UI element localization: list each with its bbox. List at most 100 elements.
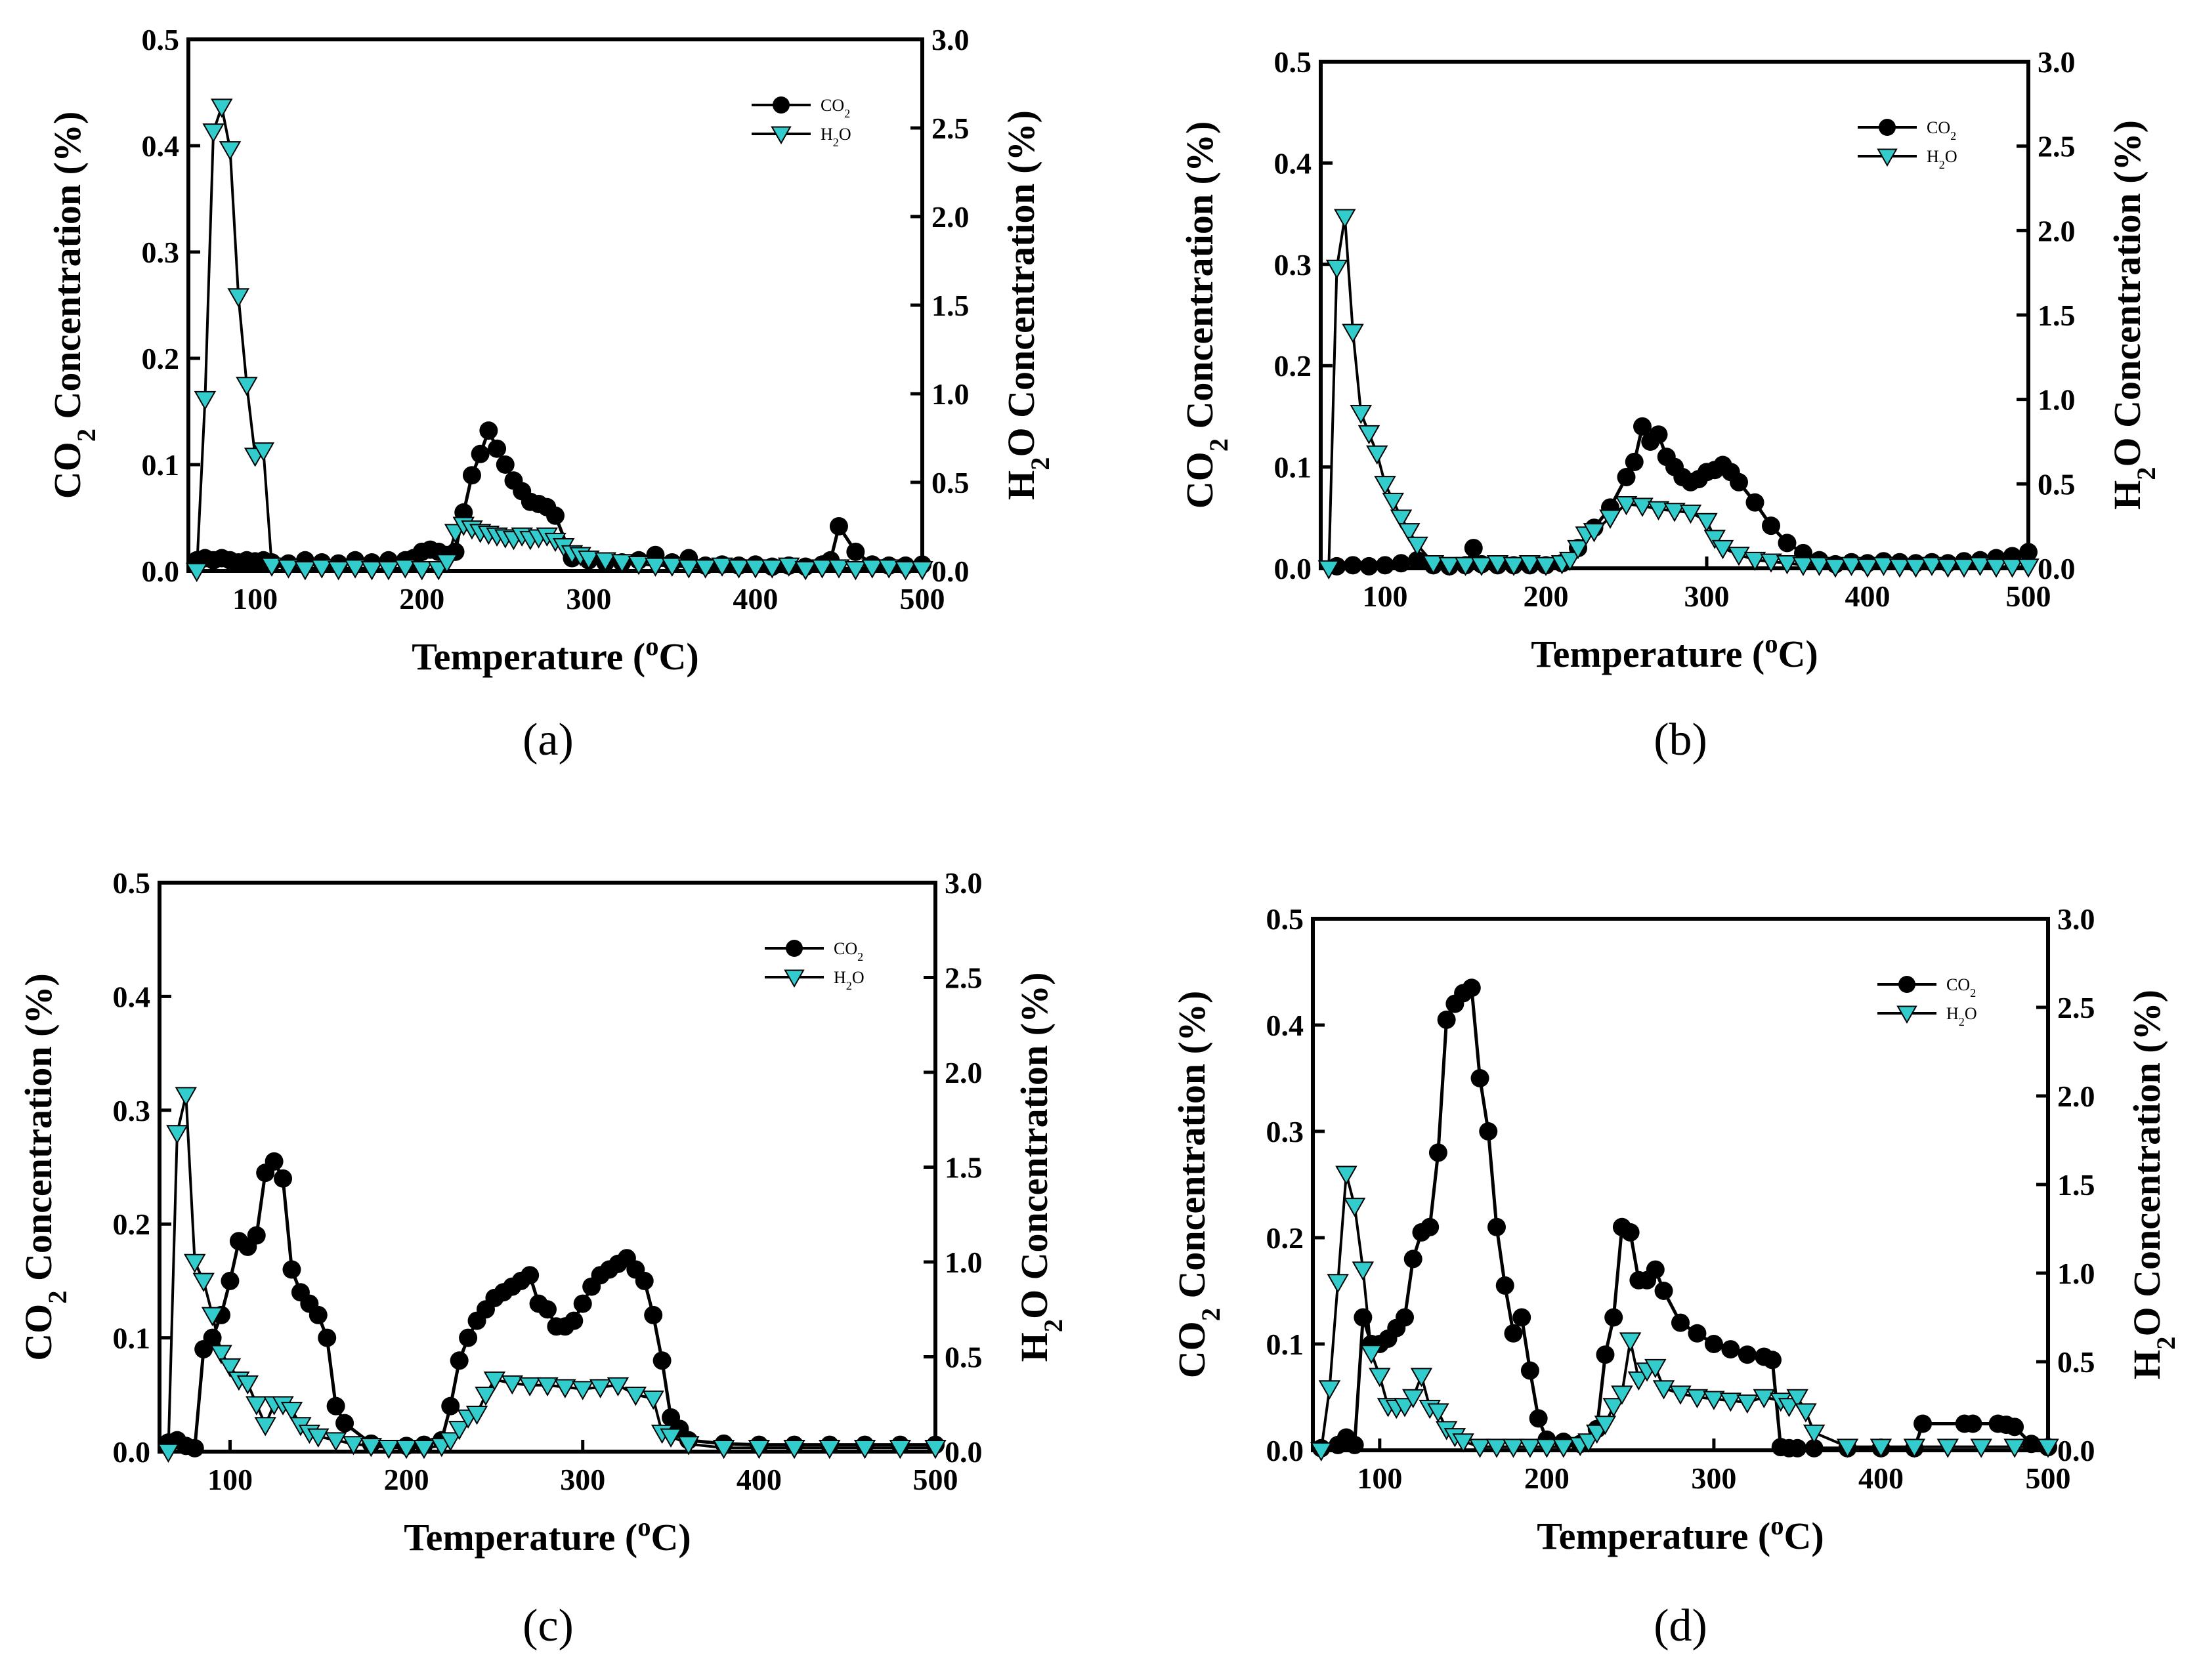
co2-data-point [1529, 1409, 1548, 1428]
h2o-data-point [1760, 553, 1782, 573]
y-tick-label: 0.3 [142, 236, 180, 269]
h2o-data-point [439, 1432, 461, 1452]
y2-tick-label: 2.5 [945, 961, 983, 995]
co2-data-point [1437, 1010, 1456, 1029]
h2o-data-point [1410, 1368, 1433, 1387]
y2-tick-label: 0.5 [945, 1341, 983, 1374]
h2o-data-point [924, 1439, 947, 1460]
y-tick-label: 0.5 [1266, 902, 1304, 936]
h2o-data-point [1872, 556, 1895, 576]
h2o-data-point [861, 559, 884, 579]
y-tick-label: 0.4 [142, 129, 180, 163]
co2-data-point [1596, 1345, 1615, 1364]
co2-data-point [2019, 543, 2038, 562]
h2o-data-point [465, 1405, 488, 1425]
y2-tick-label: 0.0 [2057, 1434, 2095, 1467]
x-tick-label: 200 [384, 1463, 429, 1496]
h2o-data-point [744, 559, 767, 579]
legend-label: CO2 [821, 96, 850, 120]
y2-tick-label: 0.5 [931, 466, 970, 499]
legend-label: H2O [1927, 147, 1957, 171]
legend-co2-marker [1879, 119, 1896, 136]
co2-data-point [1359, 556, 1378, 576]
h2o-data-point [661, 557, 683, 577]
co2-data-point [635, 1271, 654, 1290]
h2o-data-point [711, 557, 733, 577]
h2o-data-point [377, 1439, 400, 1460]
x-tick-label: 100 [232, 582, 278, 616]
co2-data-point [441, 1396, 460, 1416]
x-tick-label: 400 [1845, 579, 1891, 613]
y2-tick-label: 2.0 [2038, 214, 2076, 247]
h2o-data-point [210, 1345, 232, 1364]
h2o-data-point [1535, 1438, 1558, 1458]
h2o-data-point [607, 1377, 630, 1396]
y-tick-label: 0.1 [1266, 1328, 1304, 1361]
h2o-data-point [1728, 547, 1750, 566]
h2o-data-point [1583, 523, 1606, 543]
h2o-data-point [1786, 1389, 1808, 1409]
h2o-data-point [1486, 555, 1509, 575]
h2o-data-point [185, 562, 208, 583]
co2-data-point [1495, 1276, 1514, 1295]
h2o-data-point [536, 1377, 559, 1396]
h2o-data-point [166, 1125, 188, 1144]
h2o-data-point [2001, 558, 2024, 578]
h2o-data-point [1921, 556, 1943, 576]
y-axis-label: CO2 Concentration (%) [1170, 991, 1226, 1379]
x-tick-label: 200 [1524, 579, 1569, 613]
co2-data-point [1617, 468, 1636, 487]
y2-axis-label: H2O Concentration (%) [2106, 120, 2161, 510]
co2-data-point [309, 1305, 328, 1324]
h2o-data-point [246, 1396, 268, 1416]
h2o-data-point [192, 1272, 215, 1292]
y2-tick-label: 1.0 [2038, 383, 2076, 417]
panel-label: (d) [1654, 1601, 1707, 1651]
co2-data-point [829, 516, 848, 536]
y2-tick-label: 2.5 [931, 112, 970, 145]
h2o-data-point [1390, 509, 1413, 529]
h2o-data-point [1310, 1442, 1333, 1462]
chart-panel-b: 0.0 0.1 0.2 0.3 0.4 0.5 0.0 0.5 1.0 1.5 2.0 2.5 3.0 1… [1178, 45, 2161, 765]
x-tick-label: 300 [566, 582, 611, 616]
h2o-data-point [1567, 539, 1589, 560]
h2o-data-point [628, 555, 650, 576]
h2o-data-point [327, 561, 350, 581]
h2o-data-point [294, 561, 316, 581]
legend-label: CO2 [1927, 118, 1956, 142]
h2o-data-point [1317, 560, 1340, 580]
y2-tick-label: 0.0 [2038, 552, 2076, 585]
h2o-data-point [448, 1421, 471, 1440]
co2-data-point [1805, 1438, 1824, 1458]
co2-data-point [1479, 1122, 1498, 1141]
h2o-data-point [1936, 1438, 1959, 1458]
h2o-data-point [1719, 1393, 1742, 1412]
co2-data-point [1625, 452, 1644, 471]
co2-data-point [459, 1328, 478, 1347]
h2o-data-point [1318, 1380, 1341, 1400]
h2o-data-point [395, 1439, 417, 1460]
h2o-data-point [1776, 555, 1799, 575]
y-tick-label: 0.4 [113, 980, 151, 1013]
h2o-data-point [1824, 558, 1847, 578]
h2o-data-point [360, 1438, 383, 1458]
h2o-data-point [1703, 530, 1726, 549]
h2o-data-point [1594, 1416, 1617, 1435]
x-axis-label: Temperature (oC) [1537, 1511, 1824, 1558]
h2o-data-point [694, 559, 717, 579]
h2o-data-point [1402, 1389, 1424, 1409]
h2o-data-point [1631, 497, 1654, 517]
co2-data-point [326, 1396, 345, 1416]
h2o-data-point [1398, 523, 1421, 543]
h2o-data-point [1778, 1398, 1801, 1418]
legend-h2o-marker [1877, 148, 1898, 167]
co2-data-point [2005, 1418, 2024, 1437]
h2o-data-point [660, 1428, 682, 1448]
h2o-data-point [1663, 503, 1686, 522]
x-tick-label: 300 [1684, 579, 1730, 613]
y2-tick-label: 1.0 [2057, 1257, 2095, 1290]
h2o-data-point [1953, 558, 1975, 578]
co2-data-point [1462, 978, 1481, 998]
y-tick-label: 0.3 [1266, 1115, 1304, 1148]
